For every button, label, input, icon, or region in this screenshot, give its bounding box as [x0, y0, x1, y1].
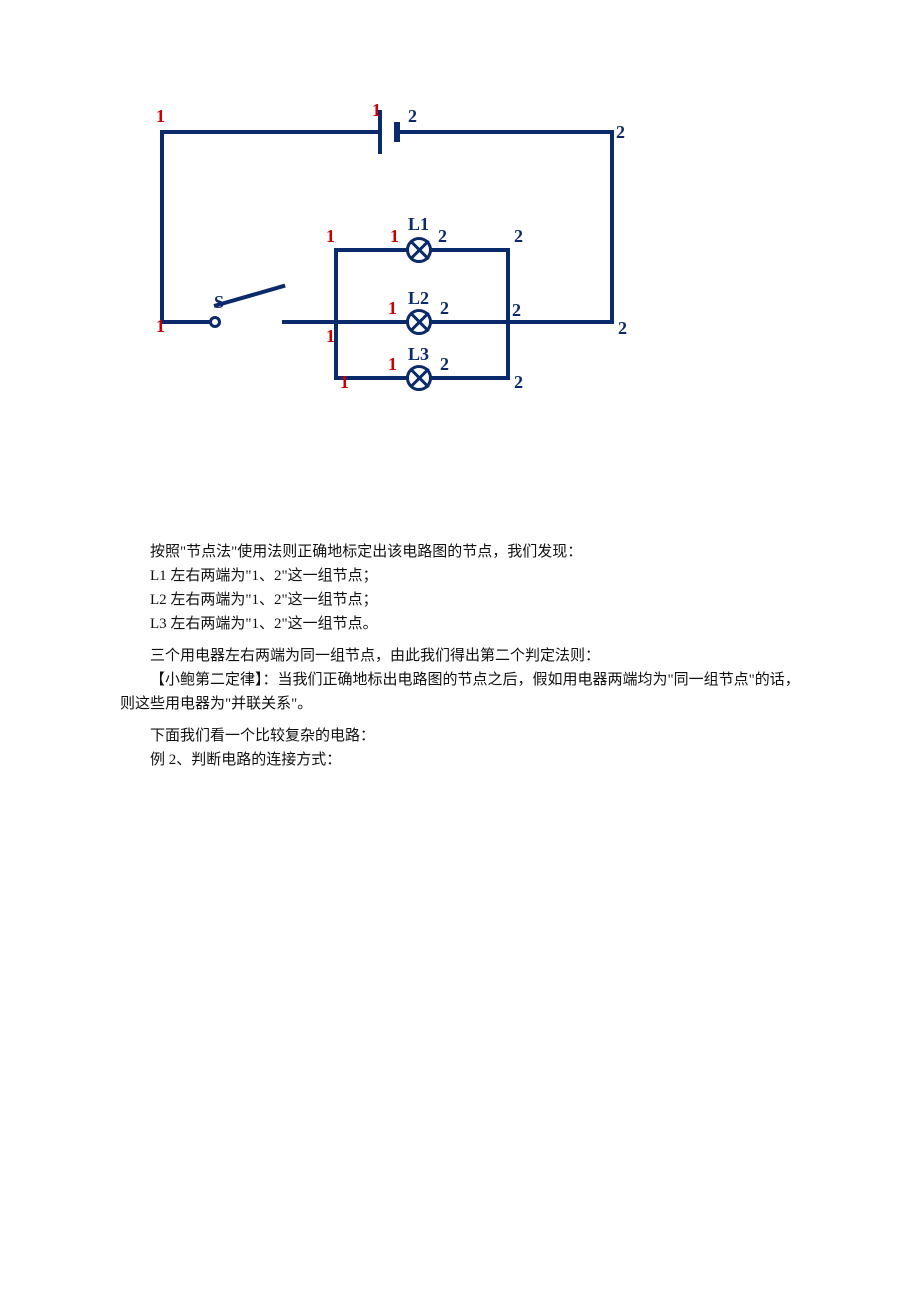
lamp-L2	[406, 309, 432, 335]
switch-label: S	[214, 292, 224, 313]
para-8: 例 2、判断电路的连接方式：	[120, 748, 800, 772]
node-2-label: 2	[438, 226, 447, 247]
node-2-label: 2	[512, 300, 521, 321]
node-1-label: 1	[326, 226, 335, 247]
node-1-label: 1	[156, 316, 165, 337]
node-2-label: 2	[616, 122, 625, 143]
switch-pivot	[209, 316, 221, 328]
circuit-diagram: 1 1 1 1 1 1 1 1 1 2 2 2 2 2 2 2 2 2 S L1…	[130, 100, 690, 440]
lamp-L1	[406, 237, 432, 263]
L2-label: L2	[408, 288, 429, 309]
para-7: 下面我们看一个比较复杂的电路：	[120, 724, 800, 748]
L1-label: L1	[408, 214, 429, 235]
node-1-label: 1	[390, 226, 399, 247]
switch-arm	[213, 284, 285, 308]
node-2-label: 2	[440, 298, 449, 319]
lamp-L3	[406, 365, 432, 391]
para-5: 三个用电器左右两端为同一组节点，由此我们得出第二个判定法则：	[120, 644, 800, 668]
para-4: L3 左右两端为"1、2"这一组节点。	[120, 612, 800, 636]
wire	[610, 130, 614, 324]
circuit-diagram-container: 1 1 1 1 1 1 1 1 1 2 2 2 2 2 2 2 2 2 S L1…	[0, 0, 920, 480]
node-1-label: 1	[156, 106, 165, 127]
para-2: L1 左右两端为"1、2"这一组节点；	[120, 564, 800, 588]
wire	[400, 130, 614, 134]
node-2-label: 2	[440, 354, 449, 375]
node-1-label: 1	[388, 298, 397, 319]
wire	[160, 320, 214, 324]
explanation-text: 按照"节点法"使用法则正确地标定出该电路图的节点，我们发现： L1 左右两端为"…	[120, 540, 800, 772]
wire	[506, 248, 510, 380]
node-2-label: 2	[618, 318, 627, 339]
node-1-label: 1	[326, 326, 335, 347]
para-3: L2 左右两端为"1、2"这一组节点；	[120, 588, 800, 612]
L3-label: L3	[408, 344, 429, 365]
node-1-label: 1	[388, 354, 397, 375]
wire	[160, 130, 164, 324]
para-6: 【小鲍第二定律】：当我们正确地标出电路图的节点之后，假如用电器两端均为"同一组节…	[120, 668, 800, 716]
node-2-label: 2	[514, 226, 523, 247]
wire	[506, 320, 614, 324]
wire	[160, 130, 378, 134]
wire	[334, 248, 338, 380]
para-1: 按照"节点法"使用法则正确地标定出该电路图的节点，我们发现：	[120, 540, 800, 564]
node-2-label: 2	[408, 106, 417, 127]
wire	[282, 320, 338, 324]
node-1-label: 1	[372, 100, 381, 121]
node-2-label: 2	[514, 372, 523, 393]
node-1-label: 1	[340, 372, 349, 393]
